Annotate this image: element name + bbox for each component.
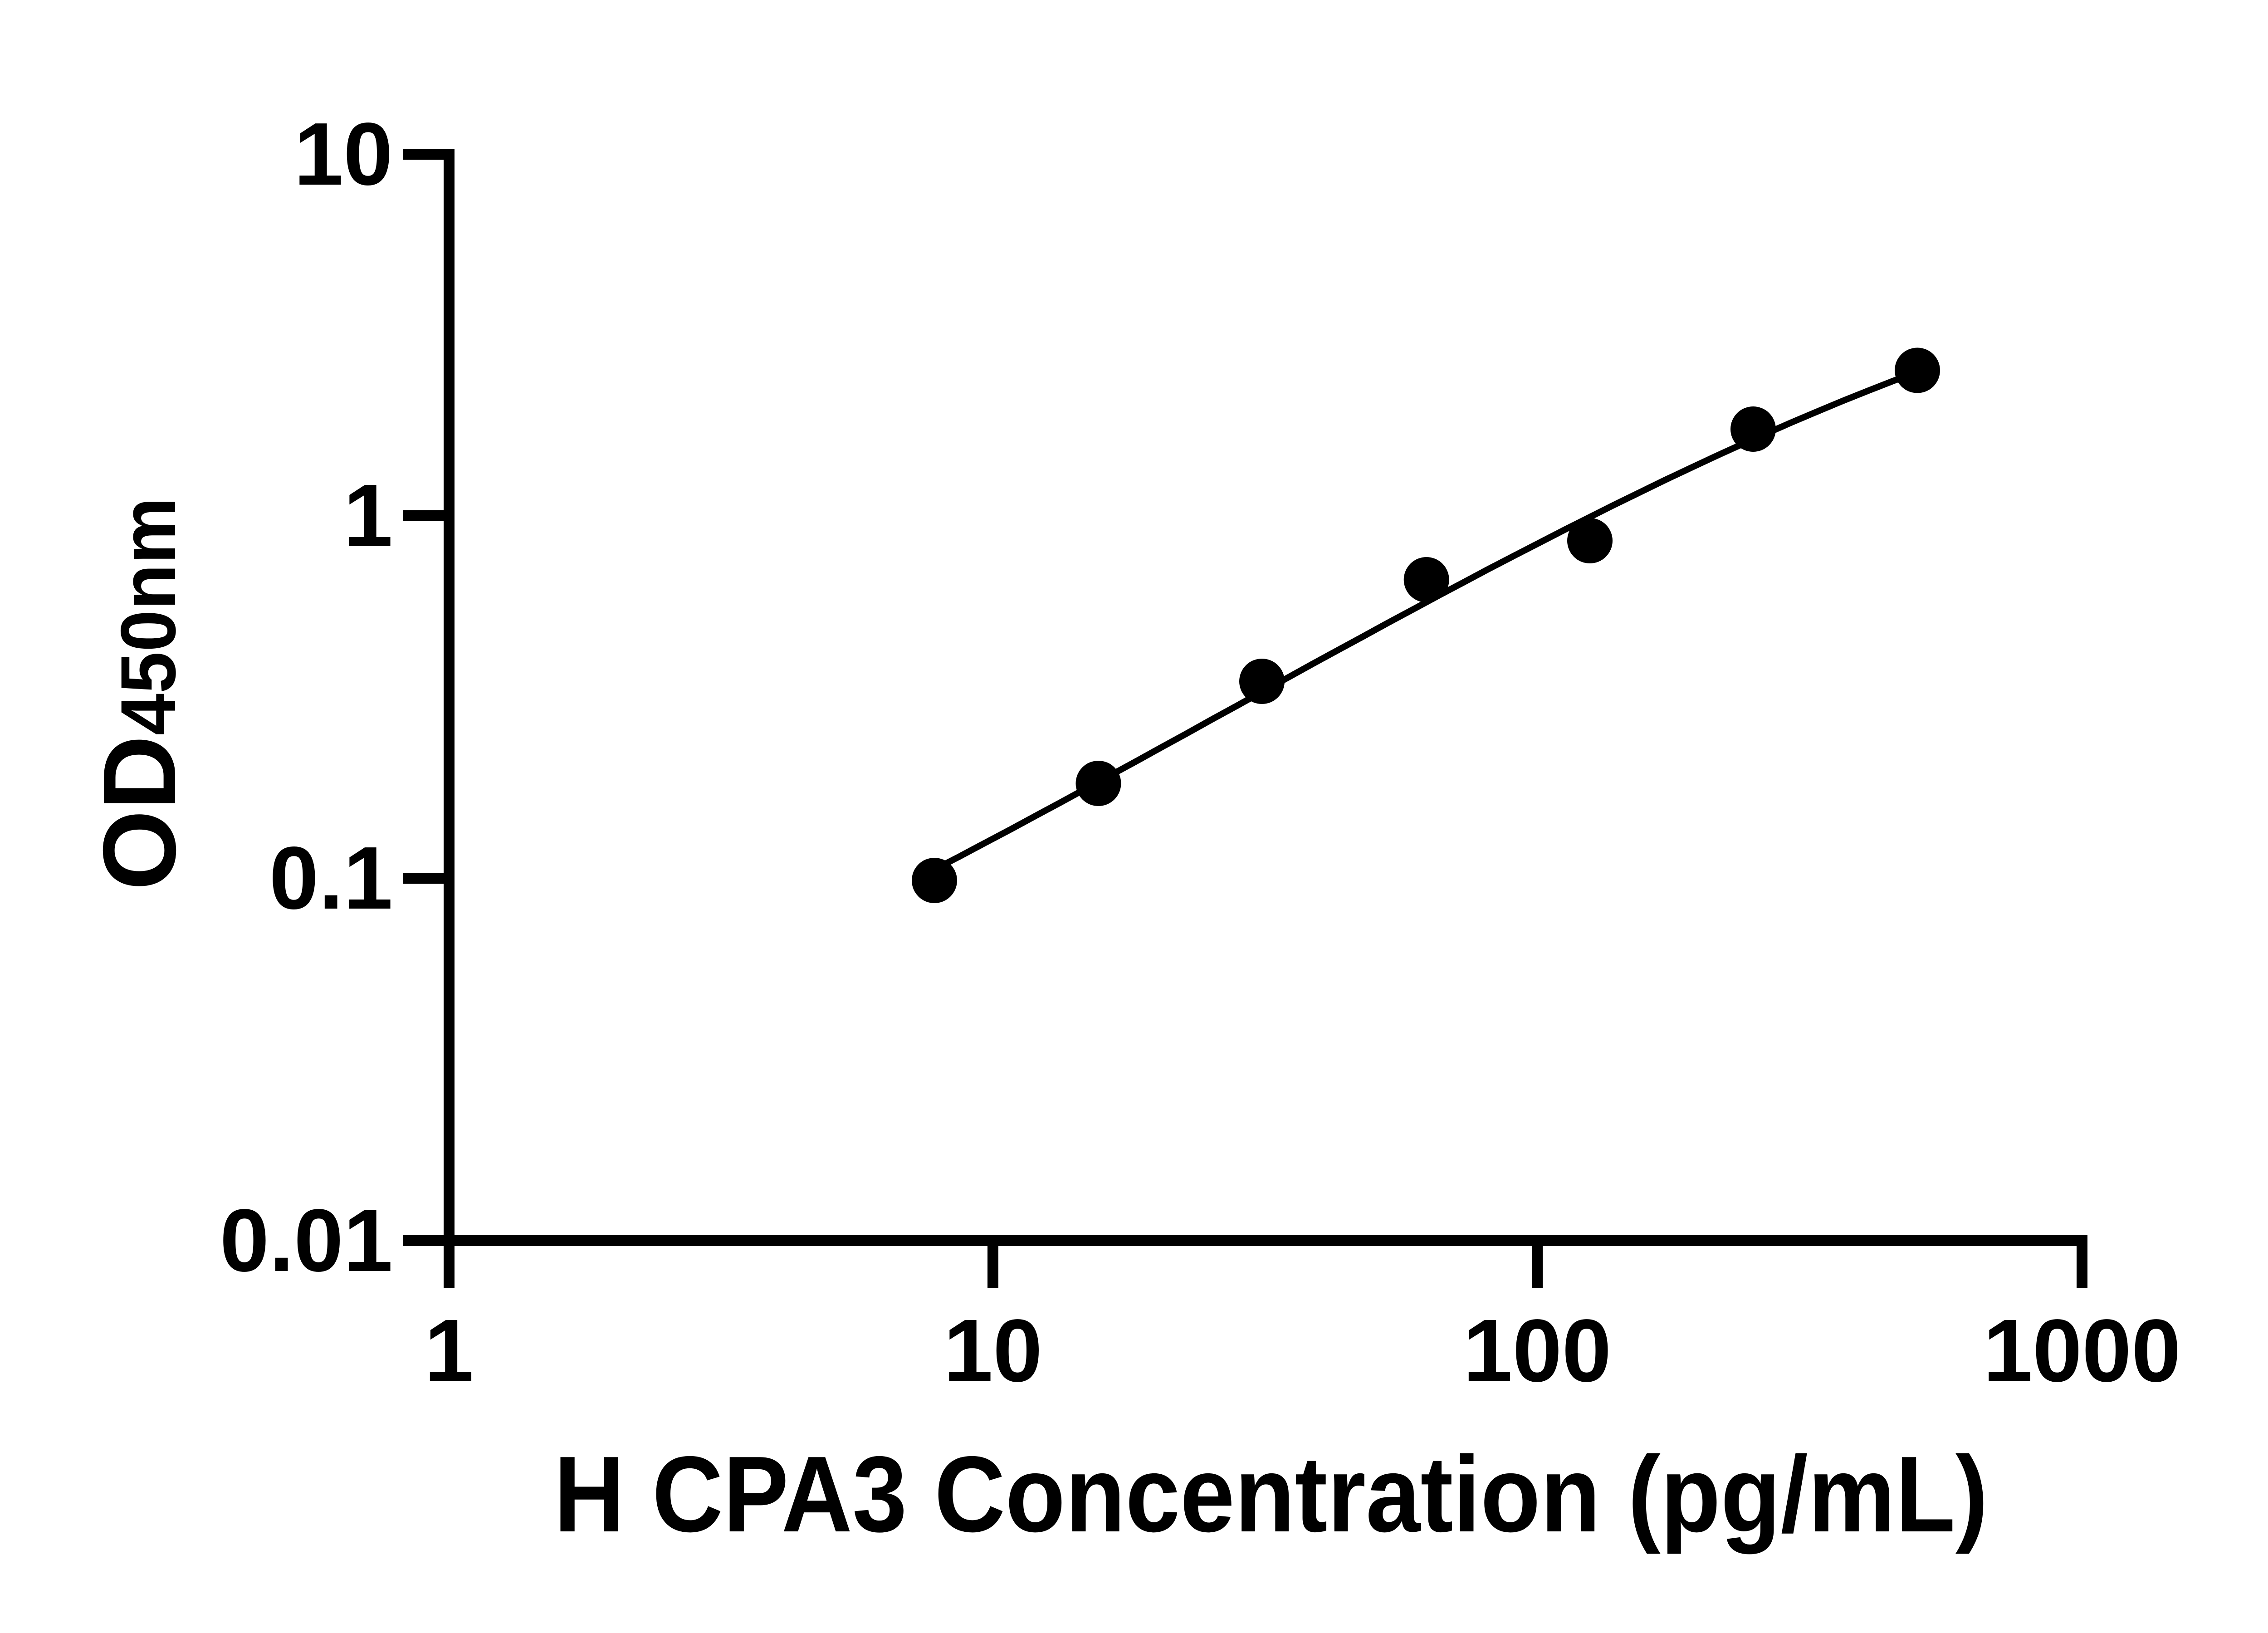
svg-text:100: 100 <box>1463 1301 1611 1400</box>
svg-text:0.1: 0.1 <box>269 828 393 928</box>
svg-text:0.01: 0.01 <box>220 1191 393 1290</box>
svg-text:10: 10 <box>943 1301 1042 1400</box>
svg-text:OD450nm: OD450nm <box>82 497 197 890</box>
svg-text:1: 1 <box>343 466 393 565</box>
svg-text:1: 1 <box>424 1301 474 1400</box>
svg-text:H CPA3 Concentration (pg/mL): H CPA3 Concentration (pg/mL) <box>554 1434 1988 1555</box>
svg-text:10: 10 <box>294 104 393 204</box>
svg-text:1000: 1000 <box>1983 1301 2181 1400</box>
